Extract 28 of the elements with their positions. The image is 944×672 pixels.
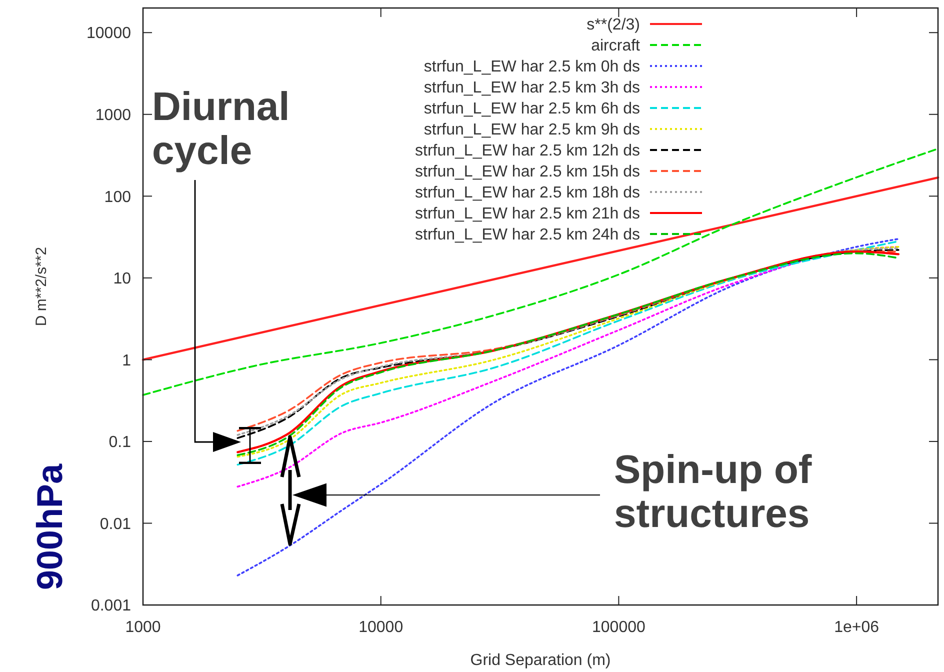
text: 900hPa	[29, 462, 70, 590]
annotation: Spin-up of structures	[614, 448, 812, 536]
x-tick-label: 100000	[592, 619, 646, 636]
x-tick-label: 10000	[358, 619, 404, 636]
legend-label: strfun_L_EW har 2.5 km 18h ds	[415, 184, 640, 202]
annotation: Diurnal cycle	[152, 85, 290, 173]
legend-label: strfun_L_EW har 2.5 km 24h ds	[415, 226, 640, 244]
legend-label: s**(2/3)	[586, 16, 640, 34]
legend-label: strfun_L_EW har 2.5 km 6h ds	[424, 100, 640, 118]
y-tick-label: 1000	[95, 106, 132, 124]
legend-label: strfun_L_EW har 2.5 km 15h ds	[415, 164, 640, 181]
y-tick-label: 0.001	[90, 598, 132, 615]
y-tick-label: 0.1	[108, 434, 132, 452]
y-tick-label: 10000	[86, 25, 132, 42]
y-tick-label: 10	[113, 270, 132, 288]
x-tick-label: 1e+06	[834, 619, 880, 636]
legend-label: strfun_L_EW har 2.5 km 3h ds	[424, 80, 640, 97]
x-tick-label: 1000	[125, 619, 161, 636]
legend-label: strfun_L_EW har 2.5 km 12h ds	[415, 142, 640, 160]
y-tick-label: 1	[122, 352, 132, 370]
x-axis-title: Grid Separation (m)	[470, 652, 611, 669]
y-axis-title: D m**2/s**2	[33, 246, 50, 326]
legend-label: strfun_L_EW har 2.5 km 9h ds	[424, 122, 640, 139]
legend-label: strfun_L_EW har 2.5 km 21h ds	[415, 206, 640, 223]
y-tick-label: 100	[104, 188, 132, 206]
y-tick-label: 0.01	[100, 516, 132, 533]
legend-label: strfun_L_EW har 2.5 km 0h ds	[424, 58, 640, 76]
legend-label: aircraft	[591, 38, 641, 55]
